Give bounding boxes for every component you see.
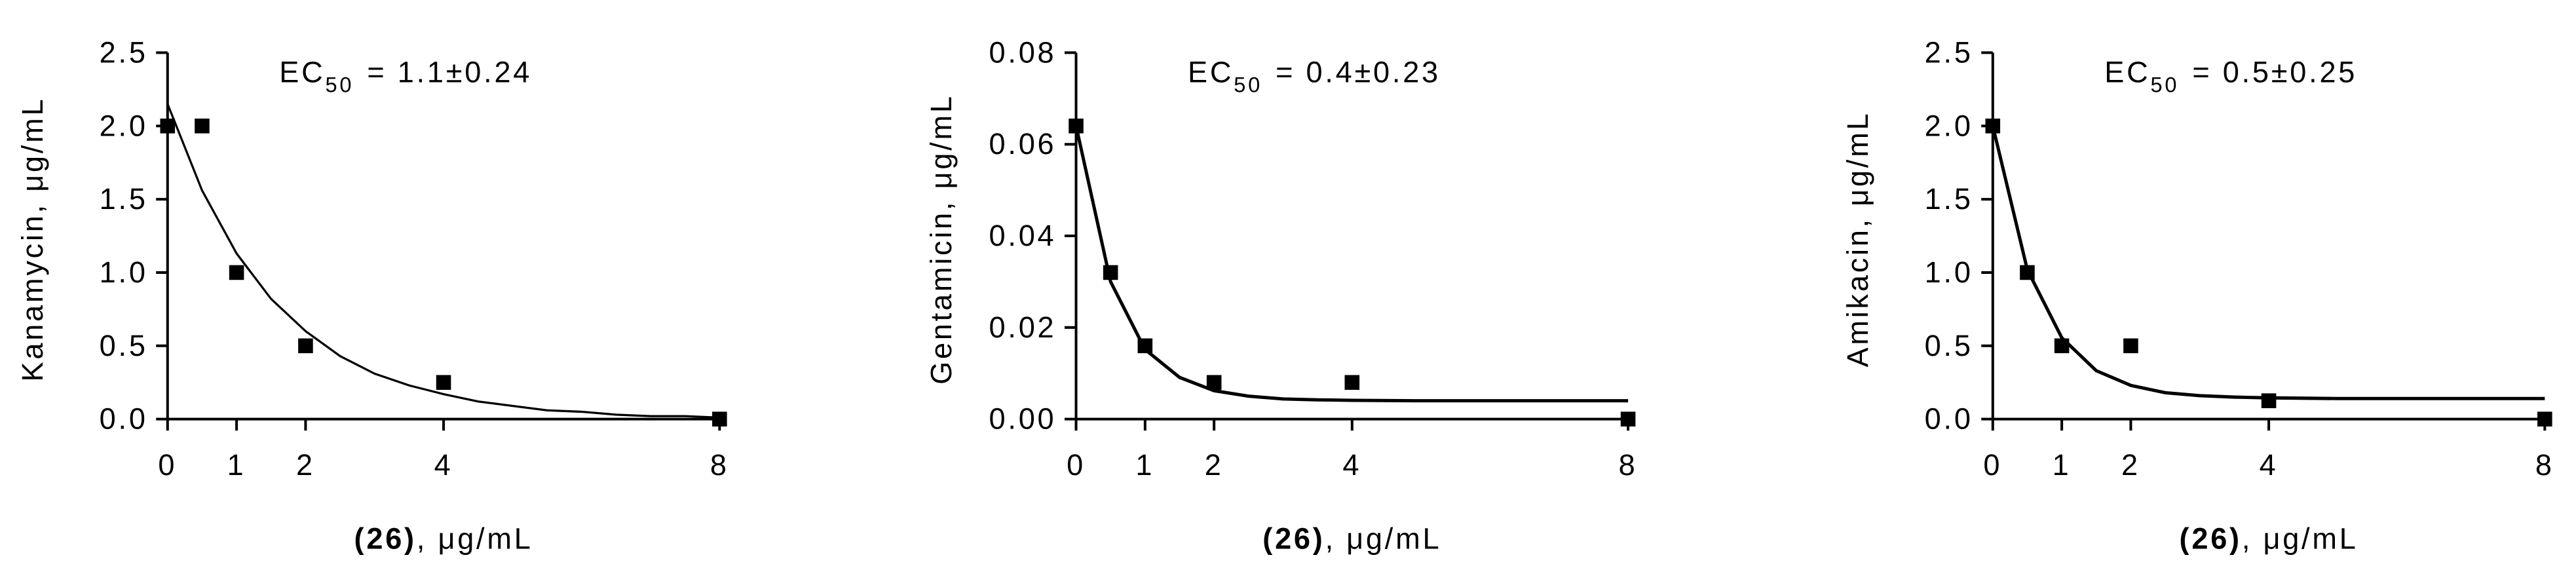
x-tick-label: 4 bbox=[434, 448, 453, 482]
annotation: EC50 = 0.5±0.25 bbox=[2104, 56, 2357, 97]
data-point bbox=[1137, 338, 1153, 354]
x-axis-label-unit: , μg/mL bbox=[2242, 522, 2358, 556]
annotation-prefix: EC bbox=[2104, 56, 2150, 89]
y-tick-label: 0.08 bbox=[989, 35, 1057, 69]
x-axis-label-unit: , μg/mL bbox=[417, 522, 533, 556]
x-tick-label: 0 bbox=[1983, 448, 2002, 482]
x-tick-label: 8 bbox=[2535, 448, 2554, 482]
x-axis-label-bold: (26) bbox=[354, 522, 417, 556]
annotation-text: = 0.4±0.23 bbox=[1276, 56, 1441, 89]
data-point bbox=[712, 411, 727, 427]
annotation-text: = 1.1±0.24 bbox=[367, 56, 532, 89]
data-point bbox=[195, 118, 210, 134]
y-tick-label: 0.0 bbox=[100, 402, 148, 436]
data-point bbox=[1344, 375, 1360, 390]
x-tick-label: 0 bbox=[1067, 448, 1086, 482]
data-point bbox=[1985, 118, 2001, 134]
y-tick-label: 1.0 bbox=[100, 256, 148, 289]
x-axis-label-bold: (26) bbox=[1262, 522, 1325, 556]
data-point bbox=[2054, 338, 2070, 354]
x-tick-label: 4 bbox=[2260, 448, 2279, 482]
data-point bbox=[1620, 411, 1636, 427]
y-tick-label: 0.02 bbox=[989, 311, 1057, 344]
data-point bbox=[2261, 393, 2277, 408]
x-axis-label-bold: (26) bbox=[2180, 522, 2242, 556]
data-point bbox=[298, 338, 313, 354]
y-tick-label: 0.00 bbox=[989, 402, 1057, 436]
y-tick-label: 0.06 bbox=[989, 127, 1057, 161]
x-tick-label: 4 bbox=[1342, 448, 1361, 482]
annotation-subscript: 50 bbox=[1234, 73, 1262, 97]
y-tick-label: 2.0 bbox=[1925, 109, 1973, 142]
y-tick-label: 2.5 bbox=[1925, 35, 1973, 69]
x-axis-label: (26), μg/mL bbox=[1262, 522, 1441, 556]
fit-curve bbox=[166, 104, 720, 419]
x-tick-label: 1 bbox=[2053, 448, 2072, 482]
data-point bbox=[1103, 265, 1118, 280]
x-axis-label: (26), μg/mL bbox=[354, 522, 533, 556]
x-tick-label: 2 bbox=[2121, 448, 2140, 482]
x-tick-label: 8 bbox=[1619, 448, 1638, 482]
annotation-subscript: 50 bbox=[2151, 73, 2180, 97]
y-tick-label: 0.5 bbox=[1925, 329, 1973, 362]
data-point bbox=[2123, 338, 2138, 354]
x-tick-label: 2 bbox=[1205, 448, 1224, 482]
data-point bbox=[2537, 411, 2552, 427]
annotation: EC50 = 0.4±0.23 bbox=[1188, 56, 1441, 97]
annotation-text: = 0.5±0.25 bbox=[2192, 56, 2357, 89]
y-tick-label: 1.0 bbox=[1925, 256, 1973, 289]
x-tick-label: 0 bbox=[158, 448, 177, 482]
y-tick-label: 0.5 bbox=[100, 329, 148, 362]
data-point bbox=[436, 375, 451, 390]
fit-curve bbox=[1991, 125, 2545, 400]
x-tick-label: 1 bbox=[1135, 448, 1154, 482]
y-tick-label: 1.5 bbox=[100, 182, 148, 216]
data-point bbox=[2020, 265, 2035, 280]
y-tick-label: 2.0 bbox=[100, 109, 148, 142]
data-point bbox=[229, 265, 244, 280]
data-point bbox=[160, 118, 176, 134]
annotation: EC50 = 1.1±0.24 bbox=[279, 56, 532, 97]
y-axis-label: Amikacin, μg/mL bbox=[1841, 111, 1874, 368]
annotation-subscript: 50 bbox=[326, 73, 354, 97]
x-tick-label: 2 bbox=[296, 448, 315, 482]
x-axis-label-unit: , μg/mL bbox=[1325, 522, 1442, 556]
data-point bbox=[1206, 375, 1222, 390]
fit-curve bbox=[1074, 125, 1629, 403]
x-tick-label: 8 bbox=[710, 448, 729, 482]
y-tick-label: 0.0 bbox=[1925, 402, 1973, 436]
y-tick-label: 2.5 bbox=[100, 35, 148, 69]
x-axis-label: (26), μg/mL bbox=[2180, 522, 2358, 556]
y-tick-label: 1.5 bbox=[1925, 182, 1973, 216]
data-point bbox=[1069, 118, 1084, 134]
x-tick-label: 1 bbox=[227, 448, 246, 482]
y-tick-label: 0.04 bbox=[989, 219, 1057, 252]
y-axis-label: Kanamycin, μg/mL bbox=[16, 97, 49, 382]
annotation-prefix: EC bbox=[279, 56, 325, 89]
y-axis-label: Gentamicin, μg/mL bbox=[924, 94, 958, 385]
annotation-prefix: EC bbox=[1188, 56, 1234, 89]
